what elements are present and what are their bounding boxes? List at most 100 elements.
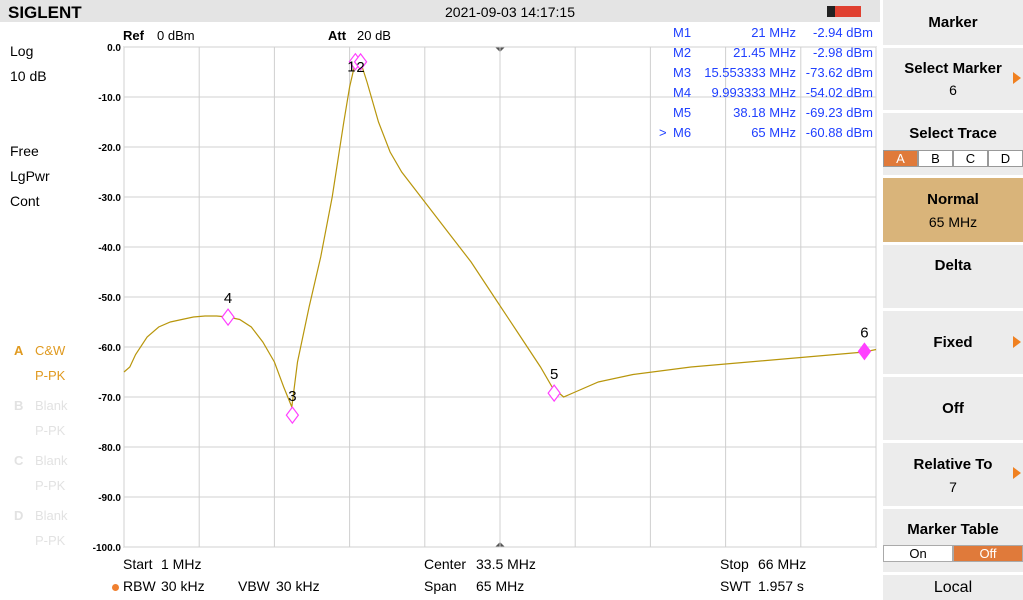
marker-table-key: Marker Table On Off bbox=[883, 509, 1023, 572]
y-tick-label: -90.0 bbox=[98, 493, 121, 504]
normal: Normal bbox=[927, 191, 979, 208]
trace-mode: Blank bbox=[35, 398, 68, 413]
table-off[interactable]: Off bbox=[953, 545, 1023, 562]
trace-tab[interactable]: C bbox=[953, 150, 988, 167]
vbw-label: VBW bbox=[238, 578, 270, 594]
marker-table-freq: 21 MHz bbox=[751, 25, 796, 40]
marker-table-name: M3 bbox=[673, 65, 692, 80]
header-bar bbox=[0, 0, 880, 22]
start-value: 1 MHz bbox=[161, 556, 202, 572]
normal-key[interactable]: Normal 65 MHz bbox=[883, 178, 1023, 242]
trace-mode: C&W bbox=[35, 343, 66, 358]
trace-mode: Blank bbox=[35, 453, 68, 468]
relative-to-value: 7 bbox=[949, 479, 957, 495]
span-label: Span bbox=[424, 578, 457, 594]
marker-table-freq: 9.993333 MHz bbox=[711, 85, 796, 100]
trace-tab[interactable]: D bbox=[988, 150, 1023, 167]
trace-tab[interactable]: B bbox=[918, 150, 953, 167]
y-tick-label: -70.0 bbox=[98, 393, 121, 404]
trace-line bbox=[123, 61, 877, 410]
fixed: Fixed bbox=[933, 334, 973, 351]
local: Local bbox=[933, 579, 973, 596]
marker-table: Marker Table bbox=[907, 521, 999, 538]
swt-label: SWT bbox=[720, 578, 752, 594]
marker-number: 6 bbox=[860, 324, 868, 341]
arrow bbox=[1013, 72, 1021, 84]
marker-number: 1 bbox=[347, 59, 355, 76]
stop-value: 66 MHz bbox=[758, 556, 807, 572]
trigger: Free bbox=[10, 143, 39, 159]
marker-diamond bbox=[353, 52, 368, 71]
active-indicator: > bbox=[659, 125, 667, 140]
relative-to: Relative To bbox=[913, 456, 993, 473]
marker-table-name: M4 bbox=[673, 85, 692, 100]
arrow bbox=[1013, 336, 1021, 348]
center-label: Center bbox=[424, 556, 467, 572]
table-on[interactable]: On bbox=[883, 545, 953, 562]
trace-detect: P-PK bbox=[35, 423, 66, 438]
rbw-label: RBW bbox=[123, 578, 156, 594]
start-label: Start bbox=[123, 556, 153, 572]
sweep: Cont bbox=[10, 193, 40, 209]
brand: SIGLENT bbox=[8, 3, 82, 22]
select-trace: Select Trace bbox=[909, 125, 997, 142]
marker-diamond bbox=[547, 384, 561, 403]
stop-label: Stop bbox=[720, 556, 749, 572]
y-tick-label: -60.0 bbox=[98, 343, 121, 354]
rbw-value: 30 kHz bbox=[161, 578, 205, 594]
marker-table-name: M1 bbox=[673, 25, 692, 40]
ref-label: Ref bbox=[123, 28, 144, 43]
trace-letter: B bbox=[14, 398, 24, 413]
datetime: 2021-09-03 14:17:15 bbox=[445, 4, 575, 20]
marker-table-freq: 21.45 MHz bbox=[733, 45, 796, 60]
att-label: Att bbox=[328, 28, 347, 43]
trace-letter: D bbox=[14, 508, 24, 523]
scale-type: Log bbox=[10, 43, 34, 59]
marker-table-freq: 15.553333 MHz bbox=[704, 65, 796, 80]
trace-detect: P-PK bbox=[35, 368, 66, 383]
normal-value: 65 MHz bbox=[928, 214, 978, 230]
scale-div: 10 dB bbox=[10, 68, 47, 84]
trace-letter: C bbox=[14, 453, 24, 468]
select-marker-value: 6 bbox=[949, 82, 957, 98]
marker-table-freq: 65 MHz bbox=[751, 125, 796, 140]
y-tick-label: -100.0 bbox=[93, 543, 122, 554]
marker-table-amp: -54.02 dBm bbox=[805, 85, 873, 100]
marker-table-freq: 38.18 MHz bbox=[733, 105, 796, 120]
marker-number: 4 bbox=[224, 290, 232, 307]
y-tick-label: 0.0 bbox=[107, 43, 121, 54]
marker-table-name: M6 bbox=[673, 125, 692, 140]
y-tick-label: -80.0 bbox=[98, 443, 121, 454]
trace-tab[interactable]: A bbox=[883, 150, 918, 167]
marker-table-name: M5 bbox=[673, 105, 692, 120]
att-value: 20 dB bbox=[357, 28, 391, 43]
span-value: 65 MHz bbox=[476, 578, 525, 594]
menu-title: Marker bbox=[883, 0, 1023, 45]
marker-diamond bbox=[857, 342, 872, 361]
marker-table-amp: -73.62 dBm bbox=[805, 65, 873, 80]
vbw-value: 30 kHz bbox=[276, 578, 320, 594]
marker-number: 3 bbox=[288, 388, 296, 405]
marker-diamond bbox=[221, 308, 235, 327]
y-tick-label: -50.0 bbox=[98, 293, 121, 304]
marker-diamond bbox=[285, 406, 300, 425]
relative-to-key[interactable]: Relative To 7 bbox=[883, 443, 1023, 506]
detector: LgPwr bbox=[10, 168, 50, 184]
y-tick-label: -20.0 bbox=[98, 143, 121, 154]
off-key[interactable]: Off bbox=[883, 377, 1023, 440]
marker-table-amp: -69.23 dBm bbox=[805, 105, 873, 120]
trace-letter: A bbox=[14, 343, 24, 358]
local-key[interactable]: Local bbox=[883, 575, 1023, 600]
fixed-key[interactable]: Fixed bbox=[883, 311, 1023, 374]
trace-detect: P-PK bbox=[35, 533, 66, 548]
y-tick-label: -30.0 bbox=[98, 193, 121, 204]
delta-key[interactable]: Delta bbox=[883, 245, 1023, 308]
select-marker: Select Marker bbox=[904, 60, 1002, 77]
delta: Delta bbox=[934, 257, 972, 274]
select-marker-key[interactable]: Select Marker 6 bbox=[883, 48, 1023, 110]
center-value: 33.5 MHz bbox=[476, 556, 536, 572]
